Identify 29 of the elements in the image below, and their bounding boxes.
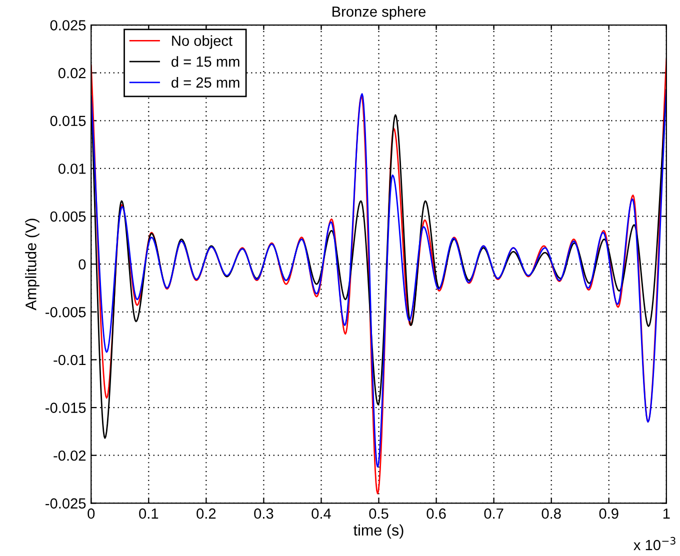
y-tick-label: -0.025 (46, 498, 86, 509)
y-tick-label: -0.01 (54, 354, 86, 366)
x-tick-label: 0.4 (312, 508, 331, 519)
x-tick-label: 0.8 (542, 508, 561, 519)
x-tick-label: 0.3 (254, 508, 274, 519)
y-axis-title: Amplitude (V) (25, 218, 40, 310)
x-tick-label: 0.1 (139, 508, 158, 519)
legend-label: d = 15 mm (172, 56, 240, 67)
y-tick-label: 0.02 (58, 68, 86, 78)
legend-label: No object (172, 35, 232, 49)
y-tick-label: 0.005 (50, 211, 86, 222)
chart-title: Bronze sphere (332, 6, 426, 20)
x-axis-title: time (s) (354, 524, 404, 539)
y-tick-label: -0.02 (54, 450, 86, 461)
y-tick-label: 0 (78, 259, 86, 270)
y-tick-label: -0.015 (46, 402, 86, 413)
y-tick-label: -0.005 (46, 307, 86, 318)
x-tick-label: 0.2 (196, 508, 216, 519)
x-tick-label: 0 (88, 508, 95, 519)
x-tick-label: 0.5 (369, 508, 388, 519)
text: x 10$^{−3}$ (634, 536, 676, 550)
x-tick-label: 0.7 (484, 508, 504, 519)
y-tick-label: 0.015 (50, 116, 86, 126)
x-tick-label: 0.9 (599, 508, 618, 519)
x-tick-label: 0.6 (426, 508, 446, 519)
legend-label: d = 25 mm (172, 77, 240, 88)
y-tick-label: 0.01 (58, 164, 86, 174)
x-tick-label: 1 (663, 508, 670, 519)
y-tick-label: 0.025 (50, 20, 86, 30)
